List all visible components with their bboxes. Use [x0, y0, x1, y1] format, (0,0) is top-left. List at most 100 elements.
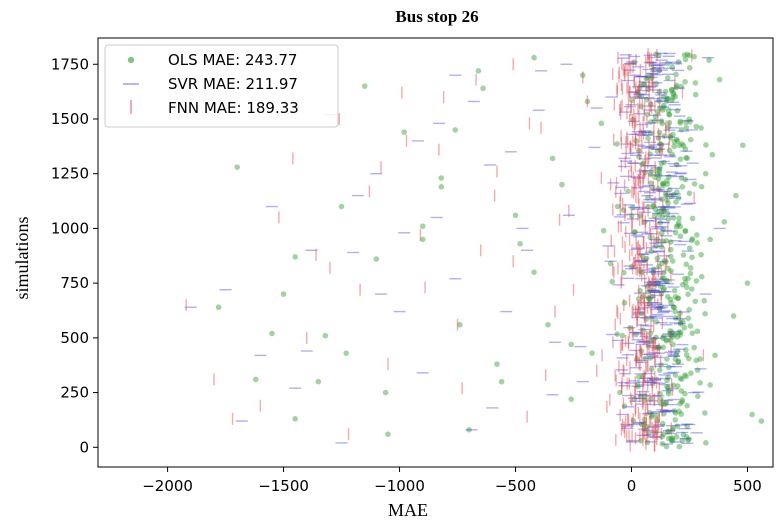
ols-point — [676, 443, 683, 450]
legend-label-svr: SVR MAE: 211.97 — [168, 75, 298, 93]
ols-point — [664, 377, 670, 384]
ols-point — [686, 436, 692, 442]
ols-point — [656, 129, 663, 136]
ols-point — [684, 423, 691, 430]
ols-point — [677, 233, 684, 240]
ols-point — [648, 414, 655, 420]
ols-point — [653, 429, 659, 436]
ols-point — [644, 111, 651, 118]
ols-point — [644, 283, 651, 290]
ols-point — [401, 129, 407, 135]
ols-point — [683, 373, 689, 380]
ols-point — [654, 148, 661, 155]
ols-point — [668, 239, 674, 245]
legend-label-ols: OLS MAE: 243.77 — [168, 51, 297, 69]
ols-point — [382, 389, 389, 396]
ols-point — [679, 183, 686, 190]
ols-point — [684, 51, 691, 58]
ols-point — [685, 291, 691, 298]
ols-point — [659, 420, 666, 427]
ols-point — [234, 164, 240, 170]
ols-point — [651, 213, 658, 219]
ols-point — [702, 170, 709, 177]
ols-point — [659, 107, 666, 113]
ols-point — [666, 147, 673, 154]
ols-point — [644, 423, 650, 430]
ols-point — [675, 315, 682, 321]
ols-point — [682, 227, 688, 234]
ols-point — [692, 91, 699, 98]
ols-point — [668, 87, 675, 94]
ols-point — [675, 220, 682, 226]
ols-point — [667, 296, 674, 303]
ols-point — [656, 172, 663, 178]
ols-point — [682, 79, 688, 85]
ols-point — [706, 57, 712, 63]
ols-point — [681, 52, 688, 58]
ols-point — [668, 300, 674, 306]
ols-point — [685, 315, 692, 322]
ols-point — [663, 399, 669, 405]
legend-box — [104, 44, 339, 128]
ols-point — [675, 358, 682, 364]
ols-point — [640, 293, 646, 300]
ols-point — [664, 98, 670, 104]
ols-point — [680, 252, 687, 258]
ols-point — [457, 321, 463, 328]
ols-point — [637, 393, 644, 399]
ols-point — [680, 142, 687, 149]
ols-point — [683, 284, 690, 290]
ols-point — [664, 95, 670, 102]
ols-point — [702, 410, 708, 416]
ols-point — [692, 298, 699, 305]
ols-point — [661, 102, 667, 109]
ols-point — [677, 310, 683, 317]
ols-point — [645, 86, 651, 93]
ols-point — [659, 275, 665, 282]
ols-point — [678, 321, 684, 327]
ols-point — [669, 437, 676, 444]
ols-point — [641, 81, 647, 88]
ols-point — [674, 423, 681, 429]
ols-point — [675, 59, 682, 65]
ols-point — [452, 127, 459, 133]
ols-point — [672, 372, 679, 378]
ols-point — [322, 332, 329, 339]
x-tick-label: −1000 — [374, 477, 425, 495]
ols-point — [642, 393, 648, 400]
ols-point — [639, 269, 645, 276]
ols-point — [658, 142, 665, 148]
ols-point — [655, 185, 662, 192]
ols-point — [670, 95, 676, 101]
y-axis: 0 250 500 750 1000 1250 1500 1750 — [51, 55, 98, 456]
ols-point — [693, 123, 700, 130]
ols-point — [694, 328, 701, 335]
ols-point — [666, 111, 672, 118]
ols-point — [641, 257, 648, 264]
ols-point — [658, 303, 664, 310]
ols-point — [659, 206, 665, 213]
ols-point — [647, 296, 653, 302]
ols-point — [628, 213, 635, 219]
ols-point — [269, 330, 275, 337]
ols-point — [664, 75, 671, 81]
ols-point — [678, 83, 685, 90]
ols-point — [637, 213, 644, 219]
ols-point — [664, 277, 671, 284]
ols-point — [683, 352, 690, 358]
ols-point — [653, 334, 659, 341]
ols-point — [635, 296, 642, 302]
ols-point — [628, 264, 635, 270]
ols-point — [660, 226, 667, 233]
ols-point — [648, 366, 655, 373]
ols-point — [659, 213, 666, 220]
ols-point — [667, 331, 673, 337]
ols-point — [656, 263, 662, 270]
ols-point — [640, 81, 646, 88]
ols-point — [674, 348, 681, 355]
ols-point — [638, 421, 645, 428]
ols-point — [683, 261, 690, 268]
ols-point — [703, 440, 709, 446]
ols-point — [689, 236, 696, 242]
ols-point — [698, 273, 705, 280]
